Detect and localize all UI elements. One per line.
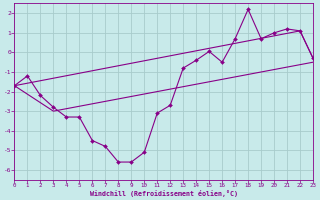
X-axis label: Windchill (Refroidissement éolien,°C): Windchill (Refroidissement éolien,°C): [90, 190, 238, 197]
